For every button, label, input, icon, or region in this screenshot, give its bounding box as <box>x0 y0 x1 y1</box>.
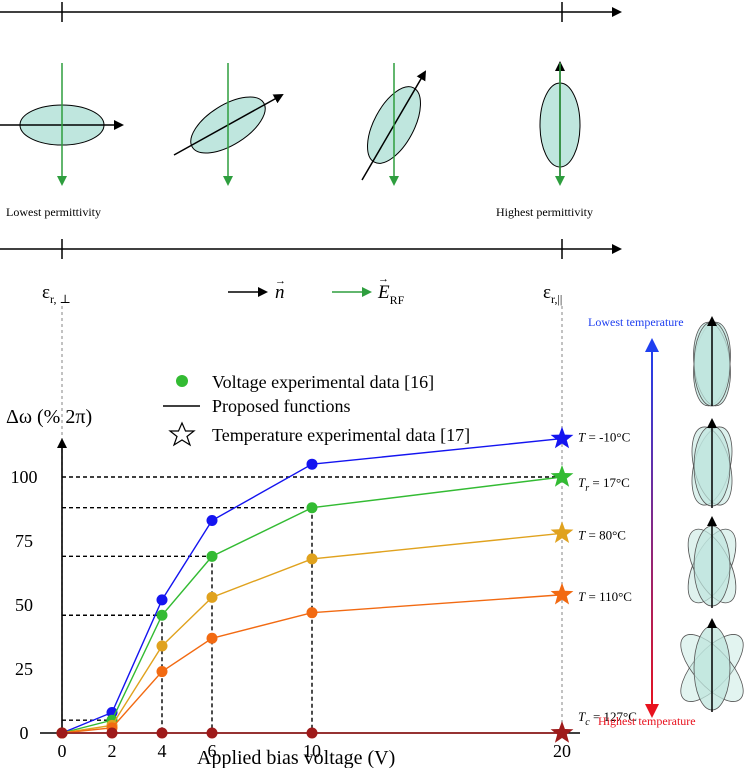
x-tick-label: 20 <box>553 741 571 761</box>
cluster-mid-low-temperature <box>691 418 733 508</box>
legend-dot-marker <box>176 375 188 387</box>
temperature-label: T = -10°C <box>578 430 630 445</box>
guide-lines <box>62 476 562 733</box>
data-point <box>306 502 318 514</box>
molecule-ellipse-90deg <box>539 61 581 186</box>
y-axis-label: Δω (% 2π) <box>6 406 92 428</box>
n-vector-symbol: n <box>275 282 285 303</box>
chart-legend: Voltage experimental data [16] Proposed … <box>163 372 470 447</box>
data-point <box>206 727 218 739</box>
eps-perp-label: εr, ⊥ <box>42 282 71 306</box>
data-point <box>306 553 318 565</box>
temperature-star <box>550 582 574 605</box>
data-point <box>206 550 218 562</box>
side-panel: Lowest temperature Highest temperature <box>588 315 744 728</box>
y-tick-label: 100 <box>11 467 38 487</box>
cluster-lowest-temperature <box>693 316 731 407</box>
temperature-arrow-up <box>645 338 659 352</box>
lowest-temperature-label: Lowest temperature <box>588 315 684 329</box>
molecule-ellipse-0deg <box>0 63 124 186</box>
temperature-label: T = 110°C <box>578 589 632 604</box>
y-tick-label: 0 <box>20 723 29 743</box>
data-point <box>306 607 318 619</box>
temperature-label: Tr = 17°C <box>578 475 630 494</box>
director-legend: n → <box>228 275 286 303</box>
legend-temperature-text: Temperature experimental data [17] <box>212 425 470 445</box>
rf-field-legend: ERF → <box>332 273 405 307</box>
data-point <box>156 666 168 678</box>
x-tick-labels: 0 2 4 6 10 20 <box>58 733 571 761</box>
chart: Δω (% 2π) Applied bias voltage (V) 0 25 50… <box>6 372 637 768</box>
temperature-arrow-down <box>645 704 659 718</box>
cluster-mid-high-temperature <box>687 516 737 608</box>
x-tick-label: 6 <box>208 741 217 761</box>
top-panel: Lowest permittivity Highest permittivity… <box>0 2 622 733</box>
legend-proposed-text: Proposed functions <box>212 396 351 416</box>
data-point <box>206 632 218 644</box>
data-point <box>56 727 68 739</box>
highest-permittivity-label: Highest permittivity <box>496 205 593 219</box>
temperature-star <box>550 426 574 449</box>
data-point <box>206 515 218 527</box>
data-point <box>306 458 318 470</box>
y-tick-labels: 0 25 50 75 100 <box>11 467 38 743</box>
series-group <box>56 437 563 739</box>
eps-par-label: εr,|| <box>543 282 562 306</box>
series-line <box>61 532 563 734</box>
e-rf-symbol: ERF <box>377 282 405 307</box>
temperature-labels: T = -10°C Tr = 17°C T = 80°C T = 110°C Tc = … <box>578 430 637 728</box>
x-tick-label: 2 <box>108 741 117 761</box>
data-point <box>156 594 168 606</box>
temperature-star <box>550 521 574 543</box>
highest-temperature-label: Highest temperature <box>598 714 696 728</box>
temperature-star <box>550 465 574 487</box>
n-vector-overarrow: → <box>275 275 286 287</box>
series-line <box>61 476 563 734</box>
x-tick-label: 10 <box>303 741 321 761</box>
series-line <box>61 594 563 734</box>
cluster-highest-temperature <box>680 618 744 712</box>
x-axis-label: Applied bias voltage (V) <box>197 747 395 768</box>
y-tick-label: 75 <box>15 531 33 551</box>
data-point <box>306 727 318 739</box>
temperature-stars <box>550 426 574 743</box>
temperature-star <box>550 721 574 743</box>
data-point <box>106 727 118 739</box>
x-tick-label: 4 <box>158 741 167 761</box>
e-rf-overarrow: → <box>378 273 389 285</box>
legend-voltage-text: Voltage experimental data [16] <box>212 372 434 392</box>
temperature-gradient-bar <box>651 346 653 710</box>
data-point <box>156 727 168 739</box>
data-point <box>206 591 218 603</box>
y-tick-label: 50 <box>15 595 33 615</box>
series-line <box>61 437 563 734</box>
data-point <box>156 609 168 621</box>
x-tick-label: 0 <box>58 741 67 761</box>
lowest-permittivity-label: Lowest permittivity <box>6 205 101 219</box>
y-tick-label: 25 <box>15 659 33 679</box>
data-point <box>156 640 168 652</box>
temperature-label: T = 80°C <box>578 527 626 542</box>
molecule-ellipse-30deg <box>173 63 284 186</box>
temperature-label: Tc = 127°C <box>578 709 637 728</box>
legend-star-marker <box>168 421 196 447</box>
molecule-ellipse-60deg <box>361 63 427 186</box>
